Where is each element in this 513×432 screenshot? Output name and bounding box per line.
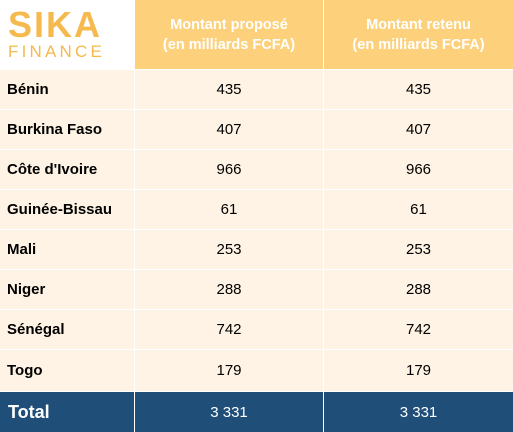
- retained-amount: 179: [324, 350, 513, 392]
- column-header-retained-title: Montant retenu: [366, 16, 471, 33]
- proposed-amount: 742: [135, 310, 324, 350]
- retained-amount: 742: [324, 310, 513, 350]
- country-name: Guinée-Bissau: [0, 190, 135, 230]
- table-row: Mali 253 253: [0, 230, 513, 270]
- column-header-proposed-title: Montant proposé: [170, 16, 288, 33]
- table-row: Guinée-Bissau 61 61: [0, 190, 513, 230]
- retained-amount: 61: [324, 190, 513, 230]
- country-name: Burkina Faso: [0, 110, 135, 150]
- column-header-retained-unit: (en milliards FCFA): [352, 36, 485, 53]
- proposed-amount: 435: [135, 70, 324, 110]
- column-header-proposed-unit: (en milliards FCFA): [162, 36, 296, 53]
- logo-wordmark-bottom: FINANCE: [8, 42, 106, 61]
- country-name: Mali: [0, 230, 135, 270]
- proposed-amount: 61: [135, 190, 324, 230]
- logo-wordmark-top: SIKA: [8, 4, 103, 45]
- column-header-retained: Montant retenu (en milliards FCFA): [324, 0, 513, 70]
- table-row: Togo 179 179: [0, 350, 513, 392]
- retained-amount: 435: [324, 70, 513, 110]
- table-row: Côte d'Ivoire 966 966: [0, 150, 513, 190]
- table-row: Sénégal 742 742: [0, 310, 513, 350]
- table-row: Niger 288 288: [0, 270, 513, 310]
- proposed-amount: 407: [135, 110, 324, 150]
- country-name: Niger: [0, 270, 135, 310]
- total-row: Total 3 331 3 331: [0, 392, 513, 432]
- proposed-amount: 966: [135, 150, 324, 190]
- proposed-amount: 288: [135, 270, 324, 310]
- retained-amount: 253: [324, 230, 513, 270]
- total-proposed: 3 331: [135, 392, 324, 432]
- country-name: Bénin: [0, 70, 135, 110]
- proposed-amount: 179: [135, 350, 324, 392]
- table-header: SIKA FINANCE Montant proposé (en milliar…: [0, 0, 513, 70]
- table-row: Bénin 435 435: [0, 70, 513, 110]
- country-name: Togo: [0, 350, 135, 392]
- sika-finance-logo: SIKA FINANCE: [0, 0, 135, 70]
- retained-amount: 407: [324, 110, 513, 150]
- table-row: Burkina Faso 407 407: [0, 110, 513, 150]
- total-retained: 3 331: [324, 392, 513, 432]
- country-name: Côte d'Ivoire: [0, 150, 135, 190]
- proposed-amount: 253: [135, 230, 324, 270]
- retained-amount: 966: [324, 150, 513, 190]
- column-header-proposed: Montant proposé (en milliards FCFA): [135, 0, 324, 70]
- retained-amount: 288: [324, 270, 513, 310]
- country-name: Sénégal: [0, 310, 135, 350]
- total-label: Total: [0, 392, 135, 432]
